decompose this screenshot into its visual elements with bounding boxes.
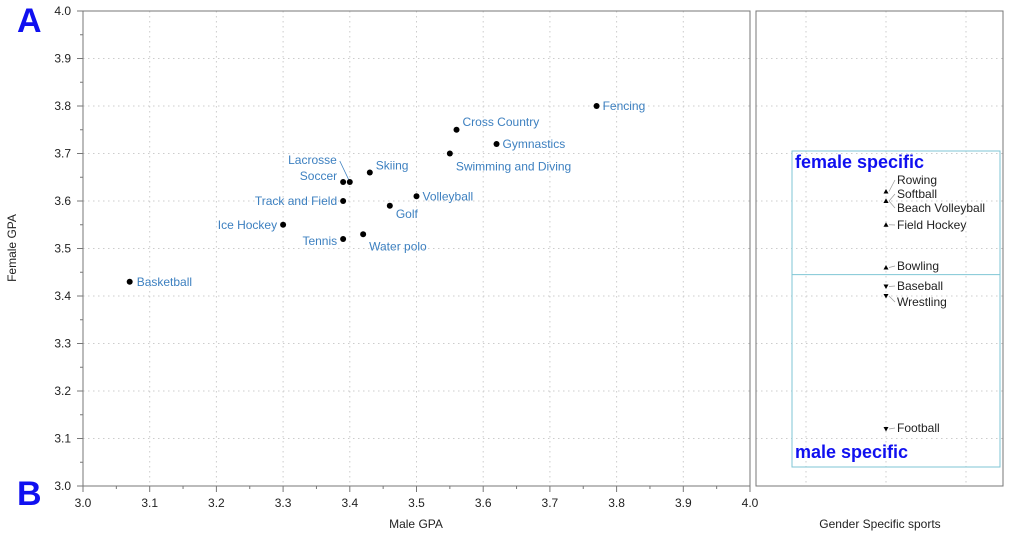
data-point — [360, 231, 367, 238]
side-x-axis-label: Gender Specific sports — [819, 517, 940, 531]
data-point — [366, 169, 373, 176]
triangle-up-marker — [883, 265, 889, 270]
y-tick-label: 3.4 — [54, 289, 71, 303]
side-point-label: Bowling — [897, 259, 939, 273]
side-leader-line — [888, 427, 896, 430]
y-tick-label: 3.6 — [54, 194, 71, 208]
y-tick-label: 3.5 — [54, 242, 71, 256]
data-point — [453, 126, 460, 133]
side-leader-line — [888, 179, 896, 192]
triangle-down-marker — [883, 284, 889, 289]
x-tick-label: 3.4 — [341, 496, 358, 510]
side-leader-line — [888, 295, 896, 303]
side-point-label: Field Hockey — [897, 218, 966, 232]
axis-ticks: 3.0 3.1 3.2 3.3 3.4 3.5 3.6 3.7 3.8 3.9 4.0 3.0 3.1 3… — [54, 4, 758, 510]
y-tick-label: 3.7 — [54, 147, 71, 161]
main-points: Basketball Ice Hockey Tennis Track and Fiel… — [126, 99, 646, 289]
data-point — [340, 198, 347, 204]
point-label: Volleyball — [423, 189, 474, 203]
y-tick-label: 3.0 — [54, 479, 71, 493]
side-point-label: Baseball — [897, 279, 943, 293]
x-axis-label: Male GPA — [389, 517, 443, 531]
point-label: Track and Field — [255, 194, 337, 208]
male-specific-label: male specific — [795, 442, 908, 462]
point-label: Ice Hockey — [218, 218, 277, 232]
label-leader-line — [339, 160, 351, 183]
data-point — [446, 150, 453, 157]
triangle-up-marker — [883, 189, 889, 194]
triangle-down-marker — [883, 294, 889, 299]
data-point — [346, 179, 353, 185]
grid — [83, 11, 1003, 486]
point-label: Tennis — [302, 234, 337, 248]
data-point — [340, 179, 347, 185]
side-plot-frame — [755, 10, 1004, 487]
data-point — [340, 236, 347, 242]
point-label: Lacrosse — [288, 153, 337, 167]
x-tick-label: 3.9 — [675, 496, 692, 510]
y-tick-label: 4.0 — [54, 4, 71, 18]
side-point-label: Rowing — [897, 173, 937, 187]
data-point — [126, 278, 133, 285]
point-label: Soccer — [300, 169, 337, 183]
side-leader-line — [888, 265, 896, 268]
point-label: Cross Country — [463, 115, 540, 129]
x-tick-label: 3.7 — [542, 496, 559, 510]
female-specific-label: female specific — [795, 152, 924, 172]
y-tick-label: 3.2 — [54, 384, 71, 398]
data-point — [493, 141, 500, 147]
x-tick-label: 3.6 — [475, 496, 492, 510]
side-point-label: Football — [897, 421, 940, 435]
x-tick-label: 3.3 — [275, 496, 292, 510]
x-tick-label: 3.5 — [408, 496, 425, 510]
side-leader-line — [888, 193, 896, 202]
triangle-up-marker — [883, 222, 889, 227]
side-leader-line — [888, 285, 896, 287]
x-tick-label: 4.0 — [742, 496, 759, 510]
y-axis-label: Female GPA — [5, 214, 19, 282]
side-point-label: Softball — [897, 187, 937, 201]
point-label: Gymnastics — [503, 137, 566, 151]
side-point-label: Beach Volleyball — [897, 201, 985, 215]
panel-letter-a: A — [17, 2, 42, 40]
point-label: Basketball — [137, 275, 192, 289]
point-label: Swimming and Diving — [456, 160, 571, 174]
point-label: Skiing — [376, 159, 409, 173]
data-point — [280, 221, 287, 228]
point-label: Fencing — [603, 99, 646, 113]
y-tick-label: 3.3 — [54, 337, 71, 351]
x-tick-label: 3.0 — [75, 496, 92, 510]
x-tick-label: 3.1 — [141, 496, 158, 510]
panel-letter-b: B — [17, 475, 42, 513]
data-point — [386, 202, 393, 209]
side-point-label: Wrestling — [897, 295, 947, 309]
y-tick-label: 3.1 — [54, 432, 71, 446]
triangle-up-marker — [883, 198, 889, 203]
data-point — [413, 193, 420, 200]
point-label: Water polo — [369, 239, 427, 253]
x-tick-label: 3.2 — [208, 496, 225, 510]
point-label: Golf — [396, 207, 419, 221]
data-point — [593, 103, 600, 109]
y-tick-label: 3.8 — [54, 99, 71, 113]
region-box — [791, 150, 1001, 468]
y-tick-label: 3.9 — [54, 52, 71, 66]
triangle-down-marker — [883, 427, 889, 432]
x-tick-label: 3.8 — [608, 496, 625, 510]
side-leader-line — [888, 200, 896, 209]
